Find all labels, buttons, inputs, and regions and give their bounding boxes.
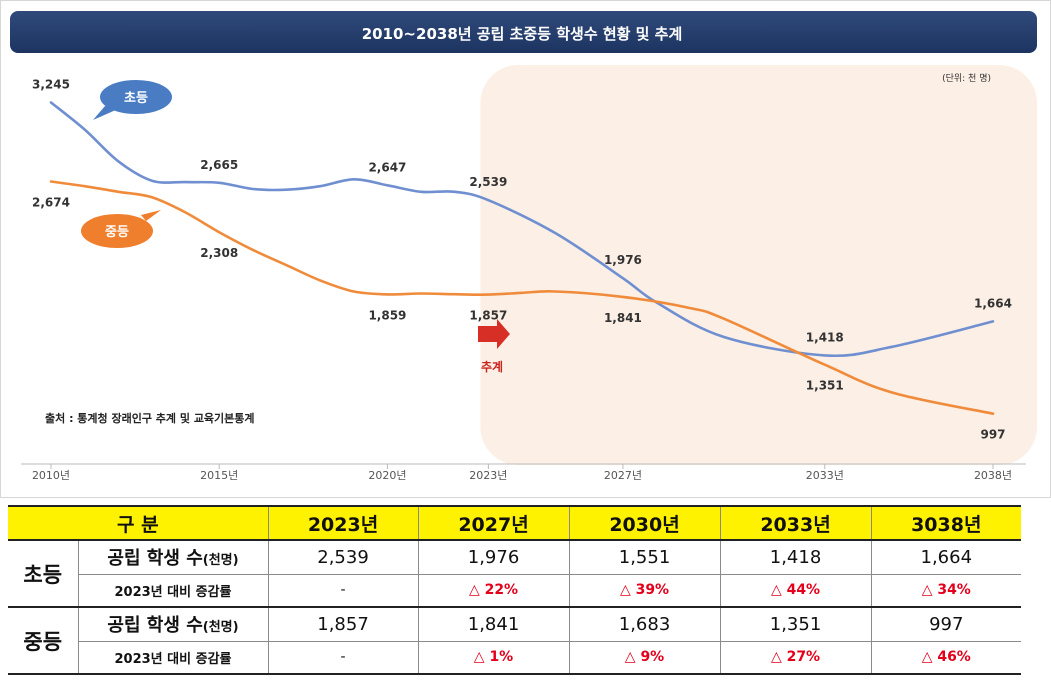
data-label: 997 — [980, 428, 1005, 442]
data-label: 1,664 — [974, 296, 1012, 310]
line-chart: 2010~2038년 공립 초중등 학생수 현황 및 추계 (단위: 천 명) … — [10, 11, 1037, 482]
rate-cell: △ 44% — [719, 574, 872, 608]
table-row: 2023년 대비 증감률 - △ 1% △ 9% △ 27% △ 46% — [8, 641, 1022, 675]
data-label: 2,539 — [469, 175, 507, 189]
projection-shade — [480, 65, 1037, 465]
header-year: 2033년 — [719, 505, 872, 541]
row-level: 중등 — [8, 607, 78, 675]
table-header-row: 구 분 2023년 2027년 2030년 2033년 3038년 — [8, 505, 1022, 541]
table-cell: 1,551 — [568, 540, 721, 575]
data-label: 2,665 — [200, 158, 238, 172]
x-tick-label: 2015년 — [200, 469, 238, 482]
metric-unit: (천명) — [202, 620, 239, 636]
unit-note: (단위: 천 명) — [942, 73, 991, 84]
series-line-middle — [49, 180, 995, 415]
table-cell: 1,976 — [417, 540, 570, 575]
header-year: 3038년 — [870, 505, 1022, 541]
data-label: 1,976 — [604, 253, 642, 267]
legend-bubble-middle-tail — [141, 210, 161, 221]
rate-cell: △ 1% — [417, 641, 570, 675]
table-row: 2023년 대비 증감률 - △ 22% △ 39% △ 44% △ 34% — [8, 574, 1022, 608]
table-row: 중등 공립 학생 수(천명) 1,857 1,841 1,683 1,351 9… — [8, 607, 1022, 675]
legend-bubble-elementary-tail — [93, 106, 118, 120]
projection-arrow-icon — [478, 319, 510, 349]
header-year: 2030년 — [568, 505, 721, 541]
x-axis: 2010년 2015년 2020년 2023년 2027년 2033년 2038년 — [32, 464, 1012, 482]
x-tick-label: 2010년 — [32, 469, 70, 482]
table-cell: 1,857 — [267, 607, 419, 642]
metric-label: 공립 학생 수 — [107, 548, 203, 570]
rate-cell: - — [267, 641, 419, 675]
data-label: 1,857 — [469, 309, 507, 323]
table-cell: 1,418 — [719, 540, 872, 575]
metric-label: 공립 학생 수 — [107, 615, 203, 637]
data-label: 2,674 — [32, 196, 70, 210]
header-year: 2027년 — [417, 505, 570, 541]
legend-label: 중등 — [105, 225, 129, 240]
series-layer — [49, 101, 995, 415]
rate-cell: - — [267, 574, 419, 608]
projection-label: 추계 — [481, 359, 503, 374]
table-cell: 1,841 — [417, 607, 570, 642]
rate-cell: △ 39% — [568, 574, 721, 608]
rate-cell: △ 22% — [417, 574, 570, 608]
summary-table: 구 분 2023년 2027년 2030년 2033년 3038년 초등 공립 … — [8, 505, 1022, 675]
x-tick-label: 2023년 — [469, 469, 507, 482]
rate-cell: △ 9% — [568, 641, 721, 675]
label-layer: 3,245 2,665 2,647 2,539 1,976 1,418 1,664 2,674… — [32, 77, 1012, 441]
projection-arrow-group: 추계 — [478, 319, 510, 374]
x-tick-label: 2038년 — [974, 469, 1012, 482]
data-label: 2,647 — [368, 160, 406, 174]
x-tick-label: 2027년 — [604, 469, 642, 482]
table-cell: 1,351 — [719, 607, 872, 642]
legend-bubble-middle — [81, 214, 153, 248]
row-metric: 공립 학생 수(천명) — [77, 607, 269, 642]
rate-cell: △ 27% — [719, 641, 872, 675]
series-line-elementary — [49, 101, 995, 358]
chart-panel: 2010~2038년 공립 초중등 학생수 현황 및 추계 (단위: 천 명) … — [0, 0, 1051, 498]
data-label: 1,859 — [368, 308, 406, 322]
data-label: 1,418 — [806, 330, 844, 344]
row-level: 초등 — [8, 540, 78, 608]
rate-cell: △ 34% — [870, 574, 1022, 608]
data-label: 2,308 — [200, 246, 238, 260]
x-tick-label: 2033년 — [806, 469, 844, 482]
metric-unit: (천명) — [202, 553, 239, 569]
data-label: 1,351 — [806, 379, 844, 393]
legend-bubble-elementary — [100, 80, 172, 114]
header-category: 구 분 — [8, 505, 269, 541]
source-note: 출처 : 통계청 장래인구 추계 및 교육기본통계 — [45, 411, 255, 425]
table-cell: 2,539 — [267, 540, 419, 575]
row-metric: 공립 학생 수(천명) — [77, 540, 269, 575]
chart-title-bar — [10, 11, 1037, 53]
data-label: 3,245 — [32, 77, 70, 91]
row-metric-sub: 2023년 대비 증감률 — [77, 641, 269, 675]
row-metric-sub: 2023년 대비 증감률 — [77, 574, 269, 608]
legend-label: 초등 — [124, 91, 148, 106]
table-cell: 1,683 — [568, 607, 721, 642]
x-tick-label: 2020년 — [368, 469, 406, 482]
chart-title: 2010~2038년 공립 초중등 학생수 현황 및 추계 — [362, 25, 683, 43]
table-row: 초등 공립 학생 수(천명) 2,539 1,976 1,551 1,418 1… — [8, 540, 1022, 608]
data-label: 1,841 — [604, 311, 642, 325]
table-cell: 997 — [870, 607, 1022, 642]
table-cell: 1,664 — [870, 540, 1022, 575]
rate-cell: △ 46% — [870, 641, 1022, 675]
header-year: 2023년 — [267, 505, 419, 541]
